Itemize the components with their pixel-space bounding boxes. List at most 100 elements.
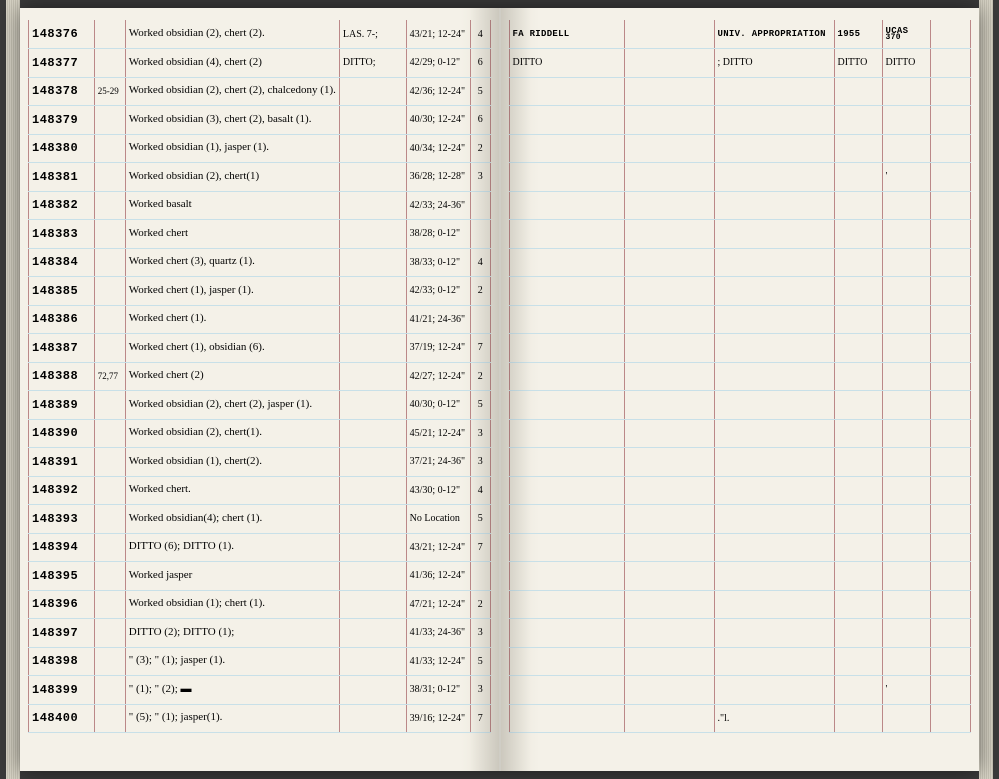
catalog-id: 148383 [29,220,95,249]
table-row: ."l. [509,704,971,733]
coordinates: 41/33; 12-24" [406,647,470,676]
table-row: 148392Worked chert.43/30; 0-12"4 [29,476,491,505]
table-row [509,191,971,220]
description: Worked obsidian(4); chert (1). [125,505,339,534]
collector-cell [509,163,624,192]
year-cell [834,505,882,534]
catalog-id: 148381 [29,163,95,192]
table-row: 148376Worked obsidian (2), chert (2).LAS… [29,20,491,49]
description: " (3); " (1); jasper (1). [125,647,339,676]
year-cell [834,305,882,334]
table-row: FA RIDDELLUNIV. APPROPRIATION1955UCAS370 [509,20,971,49]
coordinates: 40/30; 12-24" [406,106,470,135]
count: 5 [470,647,490,676]
collector-cell [509,704,624,733]
collector-cell [509,77,624,106]
collector-cell: DITTO [509,49,624,78]
left-ledger-table: 148376Worked obsidian (2), chert (2).LAS… [28,20,491,733]
description: Worked jasper [125,562,339,591]
location [339,163,406,192]
blank-cell [624,391,714,420]
blank-cell [624,362,714,391]
trailing-cell [930,334,971,363]
margin-note [94,448,125,477]
trailing-cell [930,476,971,505]
source-cell [714,77,834,106]
margin-note [94,476,125,505]
location [339,704,406,733]
blank-cell [624,448,714,477]
description: Worked obsidian (4), chert (2) [125,49,339,78]
description: Worked obsidian (2), chert (2), jasper (… [125,391,339,420]
trailing-cell [930,20,971,49]
year-cell [834,676,882,705]
source-cell [714,305,834,334]
blank-cell [624,49,714,78]
location: DITTO; [339,49,406,78]
year-cell [834,619,882,648]
location [339,590,406,619]
year-cell [834,334,882,363]
collector-cell [509,448,624,477]
year-cell [834,134,882,163]
collector-cell [509,619,624,648]
catalog-id: 148378 [29,77,95,106]
table-row: 148397DITTO (2); DITTO (1);41/33; 24-36"… [29,619,491,648]
table-row [509,106,971,135]
code-cell [882,448,930,477]
code-cell [882,220,930,249]
margin-note [94,505,125,534]
trailing-cell [930,590,971,619]
description: Worked chert (1), jasper (1). [125,277,339,306]
location [339,362,406,391]
code-cell [882,362,930,391]
coordinates: 38/28; 0-12" [406,220,470,249]
table-row: 148398" (3); " (1); jasper (1).41/33; 12… [29,647,491,676]
blank-cell [624,505,714,534]
collector-cell [509,334,624,363]
description: Worked chert [125,220,339,249]
source-cell [714,419,834,448]
margin-note [94,106,125,135]
blank-cell [624,20,714,49]
blank-cell [624,476,714,505]
catalog-id: 148396 [29,590,95,619]
coordinates: 39/16; 12-24" [406,704,470,733]
catalog-id: 148400 [29,704,95,733]
collector-cell [509,590,624,619]
code-cell [882,391,930,420]
count: 3 [470,419,490,448]
count: 3 [470,448,490,477]
blank-cell [624,533,714,562]
catalog-id: 148394 [29,533,95,562]
trailing-cell [930,191,971,220]
blank-cell [624,248,714,277]
trailing-cell [930,704,971,733]
collector-cell [509,476,624,505]
trailing-cell [930,391,971,420]
catalog-id: 148395 [29,562,95,591]
code-cell [882,590,930,619]
trailing-cell [930,163,971,192]
code-cell [882,419,930,448]
catalog-id: 148388 [29,362,95,391]
count [470,220,490,249]
description: DITTO (6); DITTO (1). [125,533,339,562]
catalog-id: 148376 [29,20,95,49]
page-edge-left [6,0,20,779]
count: 3 [470,619,490,648]
source-cell: ; DITTO [714,49,834,78]
trailing-cell [930,220,971,249]
description: Worked chert (3), quartz (1). [125,248,339,277]
coordinates: 47/21; 12-24" [406,590,470,619]
trailing-cell [930,248,971,277]
table-row: 148385Worked chert (1), jasper (1).42/33… [29,277,491,306]
table-row [509,391,971,420]
trailing-cell [930,647,971,676]
margin-note [94,277,125,306]
collector-cell [509,134,624,163]
location [339,619,406,648]
count [470,191,490,220]
margin-note [94,191,125,220]
count: 7 [470,704,490,733]
